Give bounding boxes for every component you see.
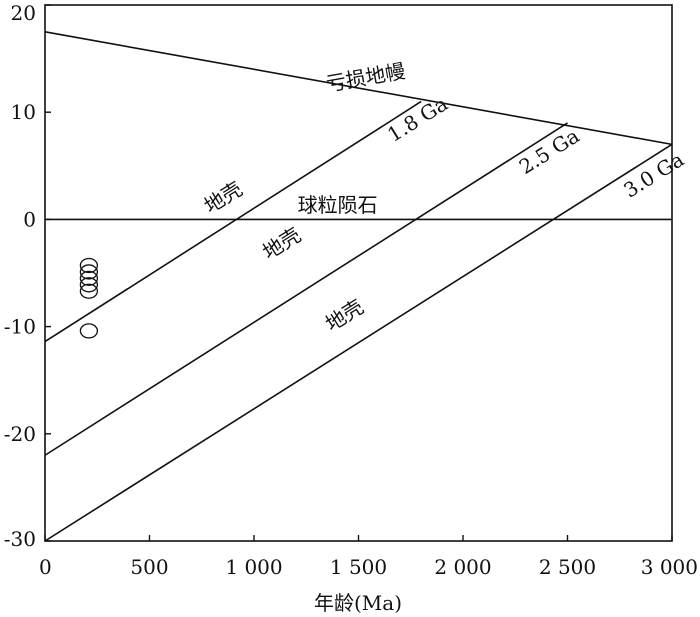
series-line-4 xyxy=(44,143,673,542)
x-tick-label: 2 500 xyxy=(539,555,596,579)
x-tick-label: 1 500 xyxy=(330,555,387,579)
y-tick-label: -20 xyxy=(4,422,36,446)
annotation-label: 2.5 Ga xyxy=(515,124,584,179)
data-point xyxy=(79,257,99,274)
data-point xyxy=(79,270,99,287)
x-tick-label: 0 xyxy=(39,555,52,579)
x-tick-label: 3 000 xyxy=(641,555,698,579)
data-point xyxy=(79,283,99,299)
x-tick-label: 1 000 xyxy=(225,555,282,579)
annotation-label: 亏损地幔 xyxy=(324,59,407,97)
x-tick-label: 500 xyxy=(130,555,168,579)
annotation-label: 球粒陨石 xyxy=(298,193,378,217)
y-tick-label: -30 xyxy=(4,527,36,551)
y-tick-label: 10 xyxy=(11,100,36,124)
annotation-label: 地壳 xyxy=(258,223,305,265)
x-tick-label: 2 000 xyxy=(434,555,491,579)
y-tick-label: 20 xyxy=(11,1,36,25)
annotation-label: 地壳 xyxy=(200,177,247,219)
series-line-2 xyxy=(44,100,422,343)
series-line-0 xyxy=(44,31,673,146)
y-tick-label: 0 xyxy=(23,207,36,231)
x-axis-title: 年龄(Ma) xyxy=(314,591,402,615)
series-line-3 xyxy=(44,122,568,456)
points-layer xyxy=(79,257,99,339)
axis-ticks: 0 500 1 000 1 500 2 000 2 500 3 000 20 10 0 -10 -20… xyxy=(4,1,698,579)
series-layer xyxy=(44,31,673,542)
data-point xyxy=(79,264,99,280)
data-point xyxy=(79,323,99,339)
data-point xyxy=(79,277,99,293)
y-tick-label: -10 xyxy=(4,315,36,339)
annotation-label: 地壳 xyxy=(321,295,368,337)
annotation-label: 1.8 Ga xyxy=(383,91,452,146)
